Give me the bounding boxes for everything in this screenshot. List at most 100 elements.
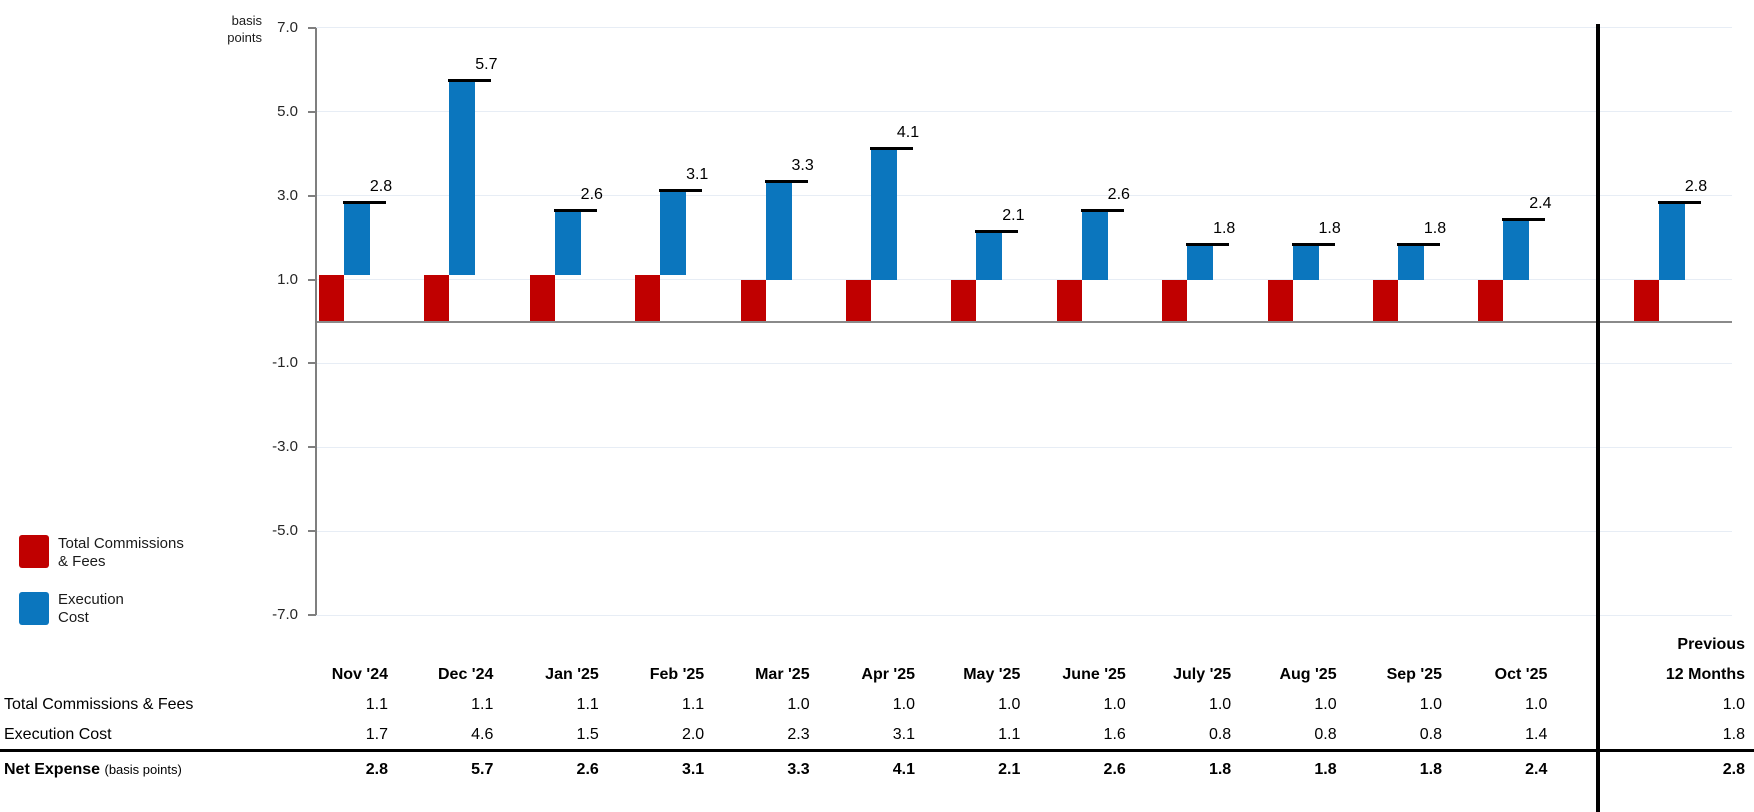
table-cell: 4.6 bbox=[471, 726, 494, 743]
bar-total-value-label: 3.1 bbox=[686, 165, 709, 183]
bar-total-value-label: 5.7 bbox=[475, 56, 498, 74]
gridline bbox=[316, 111, 1732, 113]
table-cell: 1.0 bbox=[998, 696, 1021, 713]
previous-period-separator-line bbox=[1596, 24, 1600, 812]
bar-execution-cost bbox=[1187, 246, 1214, 280]
net-expense-cap-marker bbox=[343, 201, 386, 205]
table-cell: 1.4 bbox=[1525, 726, 1548, 743]
bar-total-commissions-fees bbox=[424, 275, 450, 322]
legend-label-total-commissions-line1: Total Commissions bbox=[58, 535, 184, 552]
y-axis-line bbox=[315, 28, 317, 615]
bar-total-value-label: 3.3 bbox=[791, 157, 814, 175]
table-header-cell: Feb '25 bbox=[649, 666, 705, 683]
bar-total-value-label: 4.1 bbox=[896, 123, 920, 141]
bar-total-commissions-fees bbox=[1478, 279, 1504, 322]
unit-label-line2: points bbox=[227, 30, 262, 45]
bar-execution-cost bbox=[1503, 220, 1530, 280]
bar-execution-cost bbox=[1081, 212, 1108, 280]
bar-total-value-label: 1.8 bbox=[1213, 220, 1236, 238]
bar-total-value-label: 2.6 bbox=[1107, 186, 1130, 204]
table-cell: 1.1 bbox=[681, 696, 705, 713]
table-cell: 1.1 bbox=[998, 726, 1021, 743]
gridline bbox=[316, 279, 1732, 281]
legend-label-total-commissions-line2: & Fees bbox=[58, 553, 106, 570]
table-cell: 1.0 bbox=[1525, 696, 1548, 713]
net-expense-label-note: (basis points) bbox=[104, 762, 182, 777]
bar-total-value-label: 1.8 bbox=[1318, 220, 1341, 238]
bar-execution-cost bbox=[765, 183, 792, 280]
net-expense-cap-marker bbox=[1080, 209, 1124, 213]
bar-total-commissions-fees bbox=[740, 279, 766, 322]
y-axis-tick-label: 5.0 bbox=[277, 102, 298, 120]
bar-execution-cost bbox=[1659, 204, 1685, 280]
bar-total-value-label: 2.1 bbox=[1002, 207, 1025, 225]
table-cell: 1.0 bbox=[1103, 696, 1126, 713]
gridline bbox=[316, 530, 1732, 532]
table-header-cell: Dec '24 bbox=[437, 666, 494, 683]
bar-execution-cost bbox=[660, 191, 687, 276]
table-total-rule bbox=[0, 749, 1754, 752]
table-header-cell: Sep '25 bbox=[1386, 666, 1442, 683]
table-cell: 1.8 bbox=[1208, 761, 1232, 778]
table-cell: 1.0 bbox=[1314, 696, 1337, 713]
y-axis-unit-label: basis points bbox=[178, 12, 262, 46]
table-header-cell: Mar '25 bbox=[755, 666, 810, 683]
table-cell: 3.1 bbox=[892, 726, 915, 743]
table-cell: 2.6 bbox=[1103, 761, 1126, 778]
y-axis-tick-label: -1.0 bbox=[272, 354, 298, 372]
bar-total-commissions-fees bbox=[1634, 279, 1659, 322]
gridline bbox=[316, 362, 1732, 364]
table-cell: 1.1 bbox=[576, 696, 599, 713]
table-header-cell: May '25 bbox=[963, 666, 1021, 683]
table-cell-previous: 1.0 bbox=[1722, 696, 1745, 713]
table-cell: 1.0 bbox=[1419, 696, 1442, 713]
gridline bbox=[316, 27, 1732, 29]
table-cell: 1.0 bbox=[787, 696, 810, 713]
bar-execution-cost bbox=[344, 204, 370, 276]
table-cell: 1.8 bbox=[1314, 761, 1337, 778]
legend-label-execution-cost-line2: Cost bbox=[58, 609, 89, 626]
y-axis-tick bbox=[308, 110, 316, 113]
table-cell: 2.4 bbox=[1525, 761, 1548, 778]
bar-total-commissions-fees bbox=[529, 275, 555, 322]
zero-baseline bbox=[316, 320, 1732, 323]
table-cell: 0.8 bbox=[1419, 726, 1442, 743]
bar-total-commissions-fees bbox=[319, 275, 344, 322]
unit-label-line1: basis bbox=[231, 13, 262, 28]
table-cell: 2.6 bbox=[576, 761, 599, 778]
net-expense-cap-marker bbox=[1291, 243, 1335, 247]
table-header-cell: Oct '25 bbox=[1494, 666, 1548, 683]
table-cell: 1.7 bbox=[365, 726, 388, 743]
table-cell: 1.8 bbox=[1419, 761, 1442, 778]
table-cell: 2.8 bbox=[365, 761, 388, 778]
table-cell: 1.6 bbox=[1103, 726, 1126, 743]
table-row-label-total-commissions-fees: Total Commissions & Fees bbox=[4, 696, 194, 713]
legend-label-execution-cost-line1: Execution bbox=[58, 591, 124, 608]
net-expense-cap-marker bbox=[764, 180, 808, 184]
bar-total-value-label: 2.8 bbox=[369, 178, 393, 196]
table-cell: 3.3 bbox=[787, 761, 810, 778]
y-axis-tick bbox=[308, 278, 316, 281]
net-expense-cap-marker bbox=[1186, 243, 1230, 247]
bar-execution-cost bbox=[449, 82, 476, 276]
table-header-cell: July '25 bbox=[1173, 666, 1232, 683]
bar-total-commissions-fees bbox=[1373, 279, 1398, 322]
y-axis-tick-label: -3.0 bbox=[272, 438, 298, 456]
net-expense-cap-marker bbox=[1658, 201, 1701, 205]
y-axis-tick bbox=[308, 26, 316, 29]
y-axis-tick-label: 7.0 bbox=[277, 18, 298, 36]
legend-swatch-execution-cost-icon bbox=[19, 592, 49, 625]
table-header-cell: Jan '25 bbox=[545, 666, 599, 683]
table-row-label-net-expense: Net Expense (basis points) bbox=[4, 759, 182, 781]
bar-total-value-label: 2.4 bbox=[1529, 194, 1552, 212]
y-axis-tick bbox=[308, 446, 316, 449]
table-header-previous-line2: 12 Months bbox=[1665, 666, 1745, 683]
gridline bbox=[316, 614, 1732, 616]
net-expense-cap-marker bbox=[975, 230, 1019, 234]
table-cell: 4.1 bbox=[892, 761, 915, 778]
legend-swatch-total-commissions-icon bbox=[19, 535, 49, 568]
table-cell: 2.1 bbox=[998, 761, 1021, 778]
net-expense-cap-marker bbox=[659, 188, 703, 192]
